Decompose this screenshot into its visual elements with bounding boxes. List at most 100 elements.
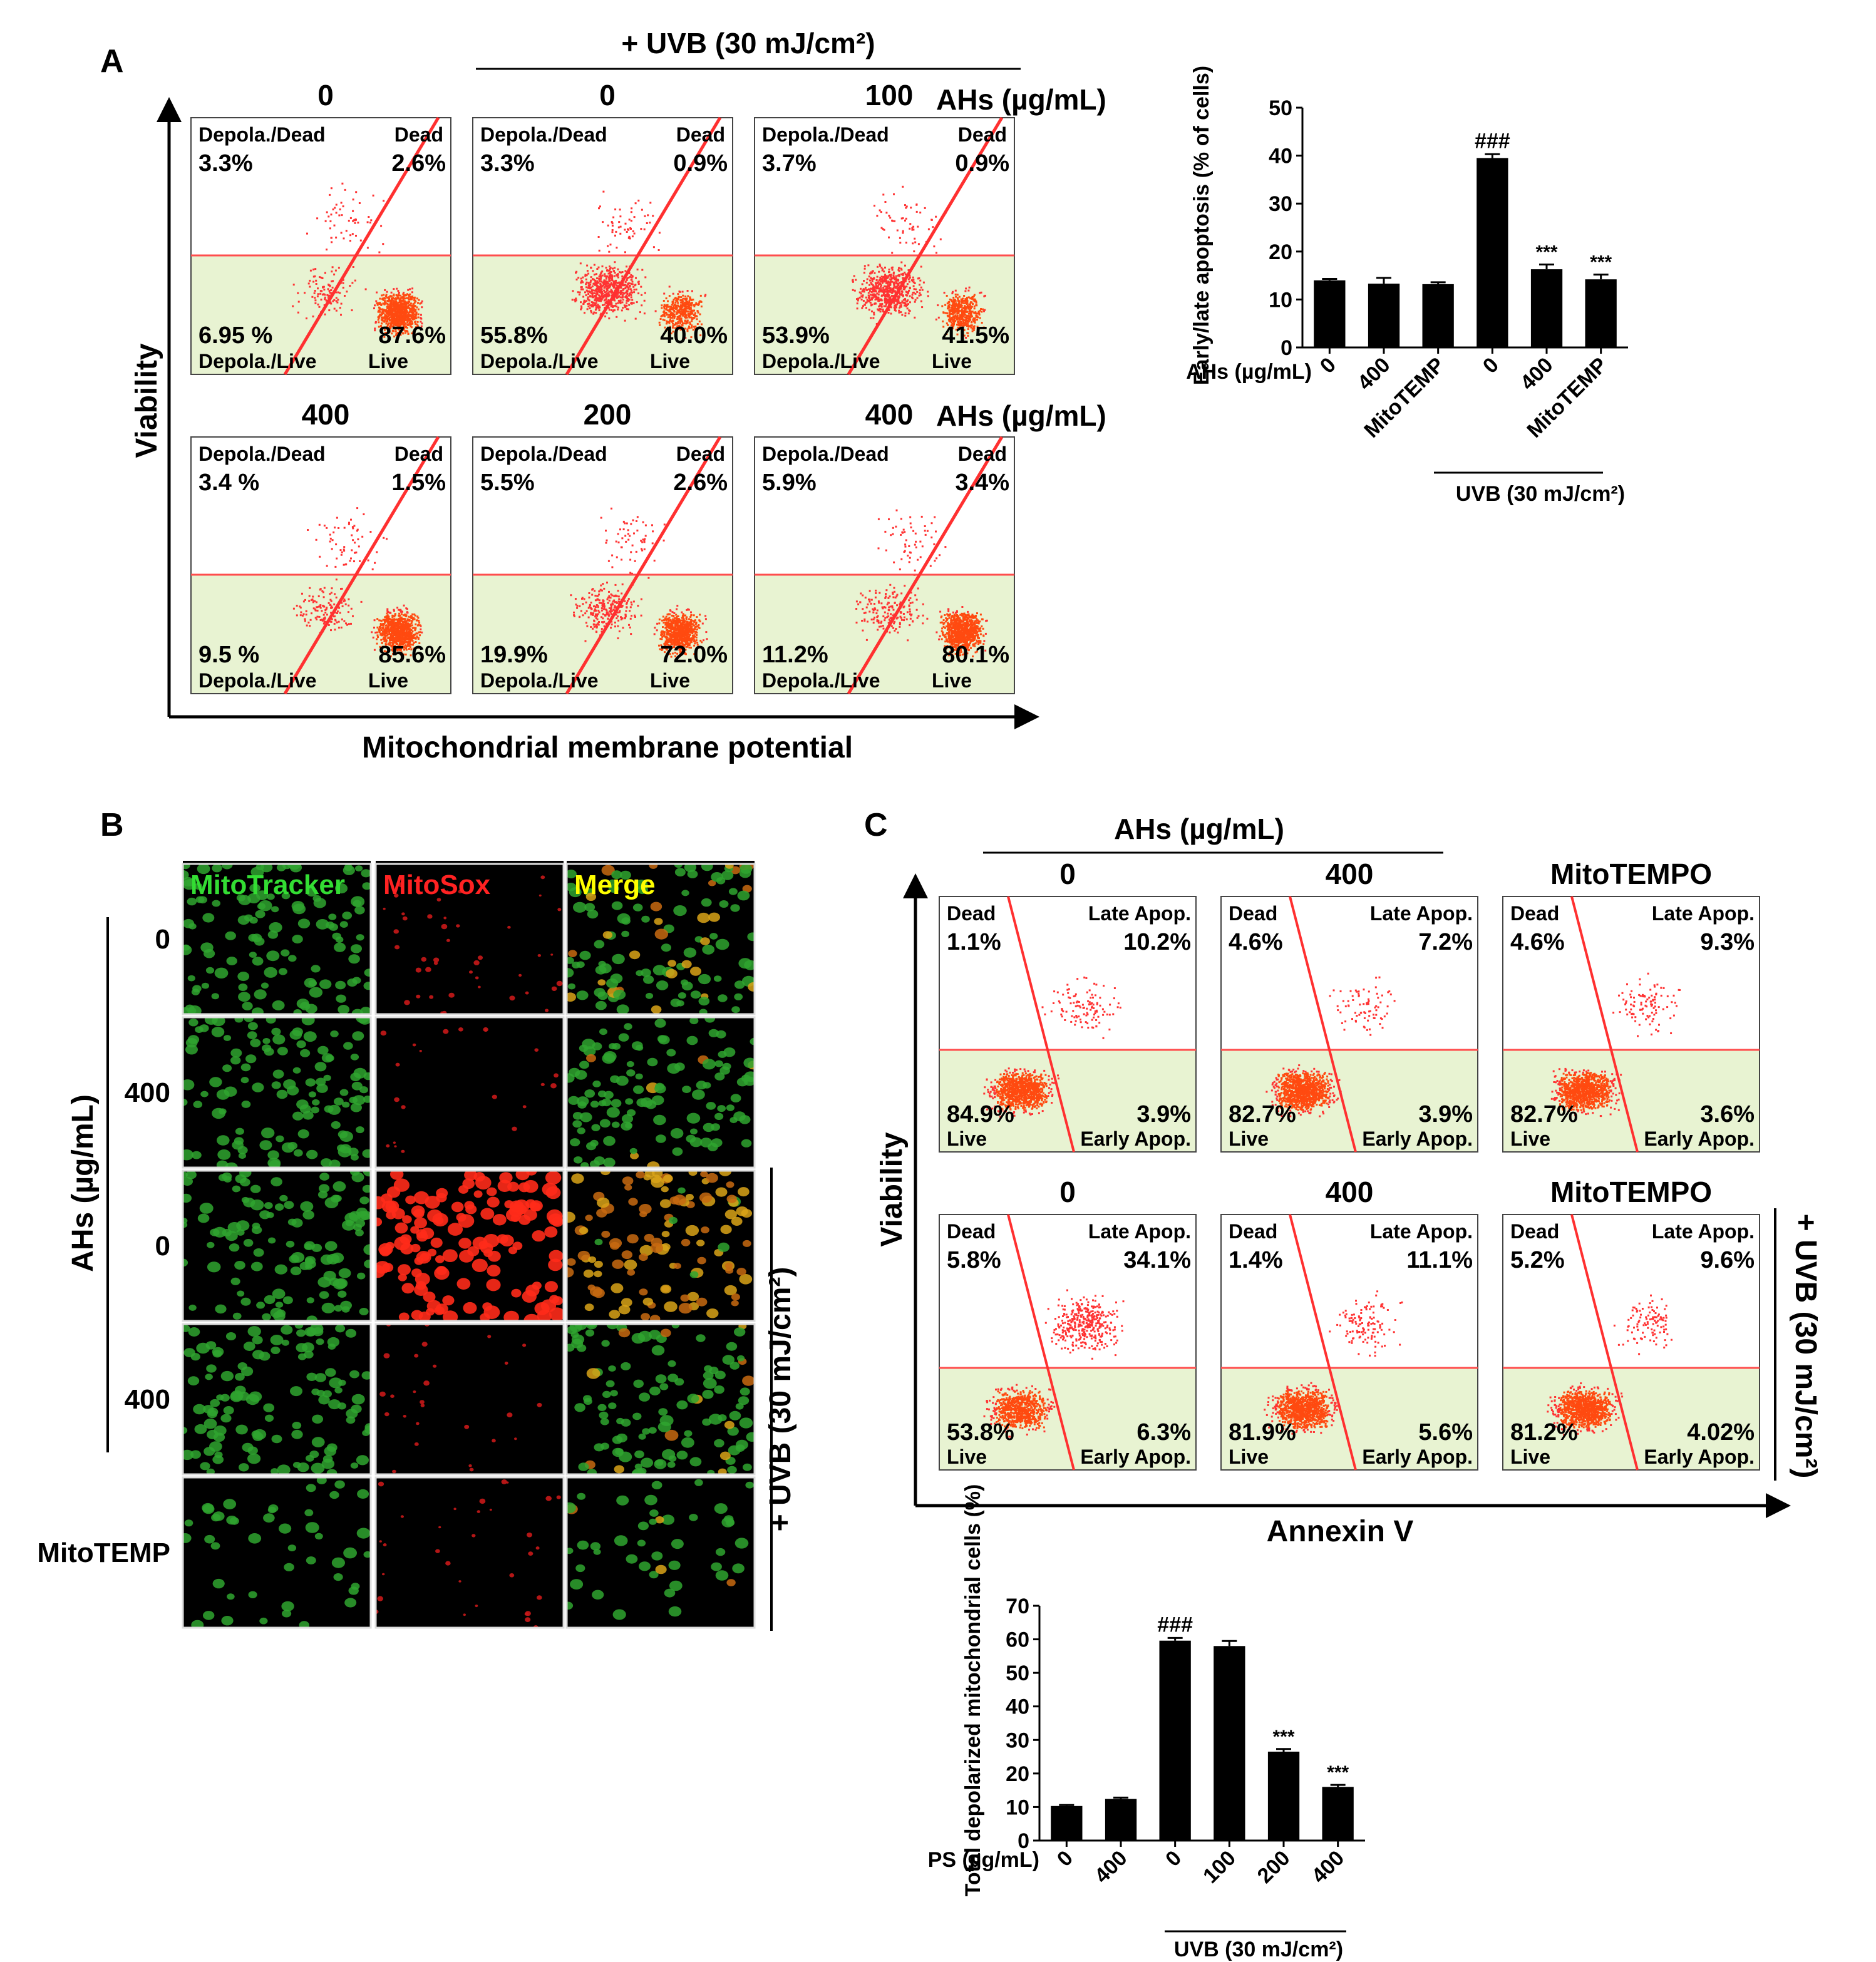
scatter-dot — [384, 311, 387, 313]
scatter-dot — [914, 237, 916, 240]
plot-dose-label: 0 — [317, 79, 334, 111]
scatter-dot — [971, 311, 972, 314]
scatter-dot — [879, 277, 882, 279]
scatter-dot — [383, 336, 386, 338]
scatter-dot — [405, 621, 406, 624]
scatter-dot — [621, 583, 624, 585]
scatter-dot — [662, 300, 665, 302]
scatter-dot — [576, 605, 579, 607]
scatter-dot — [402, 634, 405, 637]
scatter-dot — [306, 624, 308, 627]
scatter-dot — [605, 530, 607, 532]
scatter-dot — [665, 308, 667, 311]
scatter-dot — [398, 316, 400, 319]
scatter-dot — [907, 312, 910, 315]
quadrant-name-ul: Depola./Dead — [762, 123, 889, 146]
scatter-dot — [334, 207, 336, 209]
scatter-dot — [600, 293, 603, 295]
scatter-dot — [662, 311, 665, 314]
scatter-dot — [592, 289, 595, 292]
scatter-dot — [402, 630, 405, 633]
scatter-dot — [902, 230, 904, 232]
scatter-dot — [614, 621, 616, 624]
scatter-dot — [414, 629, 416, 632]
scatter-dot — [398, 294, 400, 296]
scatter-dot — [327, 624, 330, 626]
scatter-dot — [597, 609, 600, 612]
scatter-dot — [584, 291, 586, 294]
scatter-dot — [606, 289, 609, 292]
scatter-dot — [386, 306, 388, 308]
scatter-dot — [590, 306, 593, 307]
scatter-dot — [367, 559, 369, 562]
scatter-dot — [852, 280, 854, 283]
scatter-dot — [417, 624, 420, 626]
scatter-dot — [420, 325, 423, 327]
scatter-dot — [403, 295, 405, 297]
scatter-dot — [957, 317, 959, 320]
scatter-dot — [673, 299, 675, 301]
scatter-dot — [317, 287, 319, 290]
scatter-dot — [626, 304, 628, 307]
scatter-dot — [616, 617, 618, 620]
scatter-dot — [893, 306, 895, 309]
scatter-dot — [598, 249, 600, 252]
scatter-dot — [388, 312, 390, 315]
scatter-dot — [894, 309, 897, 312]
scatter-dot — [400, 304, 403, 307]
scatter-dot — [592, 270, 594, 272]
scatter-dot — [376, 634, 379, 637]
scatter-dot — [383, 294, 385, 296]
scatter-dot — [889, 284, 892, 286]
scatter-dot — [591, 294, 594, 296]
scatter-dot — [914, 299, 917, 301]
scatter-dot — [589, 603, 591, 606]
scatter-dot — [398, 304, 401, 306]
scatter-dot — [600, 607, 603, 610]
scatter-dot — [582, 295, 585, 298]
scatter-dot — [965, 306, 967, 309]
scatter-dot — [386, 300, 389, 302]
scatter-dot — [944, 312, 947, 314]
scatter-dot — [338, 527, 340, 529]
scatter-dot — [384, 319, 386, 321]
scatter-dot — [401, 307, 404, 310]
scatter-dot — [902, 299, 905, 301]
scatter-dot — [861, 290, 863, 293]
scatter-dot — [876, 282, 879, 285]
scatter-dot — [326, 565, 328, 567]
scatter-dot — [402, 293, 405, 295]
scatter-dot — [691, 290, 693, 292]
scatter-dot — [391, 638, 394, 640]
scatter-dot — [381, 298, 384, 300]
scatter-dot — [406, 323, 408, 326]
scatter-dot — [634, 284, 636, 287]
scatter-dot — [693, 317, 696, 319]
scatter-dot — [865, 307, 867, 309]
scatter-dot — [629, 558, 632, 561]
scatter-dot — [388, 629, 390, 631]
scatter-dot — [686, 302, 689, 304]
scatter-dot — [381, 322, 383, 325]
scatter-dot — [614, 272, 616, 274]
scatter-dot — [326, 211, 328, 213]
scatter-dot — [390, 625, 393, 627]
scatter-dot — [573, 611, 575, 614]
scatter-dot — [972, 319, 974, 321]
scatter-dot — [604, 302, 607, 304]
scatter-dot — [352, 198, 354, 201]
scatter-dot — [335, 297, 338, 299]
scatter-dot — [610, 605, 612, 607]
scatter-dot — [416, 632, 419, 635]
scatter-dot — [627, 272, 630, 275]
scatter-dot — [927, 228, 930, 230]
scatter-dot — [389, 319, 391, 322]
scatter-dot — [411, 296, 413, 299]
scatter-dot — [944, 304, 947, 306]
scatter-dot — [640, 228, 642, 230]
scatter-dot — [889, 217, 892, 219]
scatter-dot — [961, 302, 963, 304]
scatter-dot — [668, 285, 671, 288]
scatter-dot — [629, 282, 631, 285]
scatter-dot — [624, 222, 627, 225]
